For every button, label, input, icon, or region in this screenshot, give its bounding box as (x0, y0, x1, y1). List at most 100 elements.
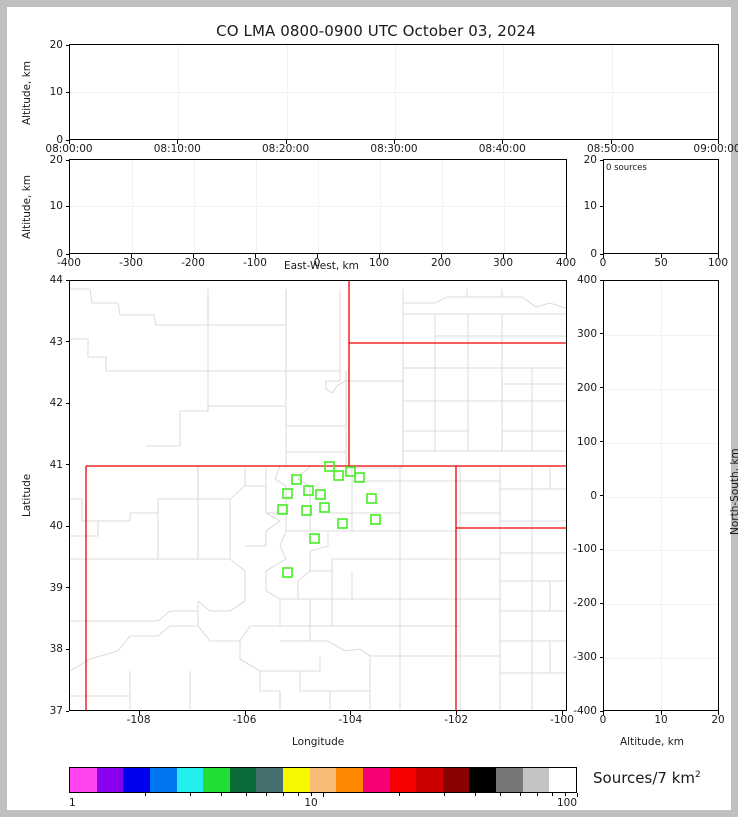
colorbar-segment (469, 768, 496, 792)
colorbar-segment (256, 768, 283, 792)
tick-label: 20 (49, 154, 63, 166)
tick-label: 20 (711, 714, 725, 726)
tick-label: 08:00:00 (45, 143, 93, 155)
sources-colorbar[interactable] (69, 767, 577, 793)
colorbar-segment (522, 768, 550, 792)
time-height-panel[interactable] (69, 44, 719, 140)
colorbar-segment (70, 768, 97, 792)
colorbar-tick (322, 793, 324, 797)
east-west-height-panel[interactable] (69, 159, 567, 254)
colorbar-segment (283, 768, 310, 792)
tick-label: 37 (49, 705, 63, 717)
tick-label: -200 (573, 597, 597, 609)
tick-label: 400 (576, 274, 597, 286)
tick-label: 300 (492, 257, 514, 269)
colorbar-segment (389, 768, 417, 792)
tick-label: 0 (56, 248, 63, 260)
tick-label: -100 (550, 714, 574, 726)
page-title: CO LMA 0800-0900 UTC October 03, 2024 (216, 22, 536, 40)
axis-label-longitude: Longitude (292, 736, 345, 748)
colorbar-tick (283, 793, 285, 796)
colorbar-segment (416, 768, 443, 792)
tick-label: -300 (119, 257, 143, 269)
axis-label-latitude: Latitude (21, 473, 33, 517)
tick-label: -200 (181, 257, 205, 269)
tick-label: 400 (555, 257, 577, 269)
tick-label: 0 (313, 257, 321, 269)
tick-label: 39 (49, 582, 63, 594)
tick-label: 42 (49, 397, 63, 409)
north-south-height-panel[interactable] (603, 280, 719, 711)
tick-label: -108 (126, 714, 151, 726)
axis-label-altitude-bottom: Altitude, km (620, 736, 685, 748)
tick-label: 20 (583, 154, 597, 166)
colorbar-tick-label: 1 (69, 797, 76, 809)
tick-label: 40 (49, 520, 63, 532)
colorbar-tick (246, 793, 248, 796)
axis-label-altitude: Altitude, km (21, 60, 33, 125)
tick-label: 300 (576, 328, 597, 340)
colorbar-segment (123, 768, 150, 792)
colorbar-tick (551, 793, 553, 796)
colorbar-tick (443, 793, 445, 796)
tick-label: 0 (599, 257, 607, 269)
colorbar-tick (475, 793, 477, 796)
tick-label: 0 (56, 134, 63, 146)
axis-label-altitude: Altitude, km (21, 174, 33, 239)
tick-label: 41 (49, 459, 63, 471)
colorbar-segment (96, 768, 124, 792)
tick-label: -104 (338, 714, 363, 726)
tick-label: 0 (599, 714, 607, 726)
lma-source-markers (277, 461, 381, 578)
colorbar-tick (297, 793, 299, 796)
tick-label: 10 (583, 200, 597, 212)
colorbar-segment (442, 768, 470, 792)
tick-label: 50 (654, 257, 668, 269)
tick-label: 100 (707, 257, 729, 269)
colorbar-tick (537, 793, 539, 796)
tick-label: 200 (576, 382, 597, 394)
colorbar-segment (309, 768, 337, 792)
tick-label: 100 (368, 257, 390, 269)
tick-label: 09:00:00 (693, 143, 738, 155)
tick-label: -400 (57, 257, 81, 269)
tick-label: -300 (573, 651, 597, 663)
colorbar-segment (229, 768, 257, 792)
tick-label: 20 (49, 39, 63, 51)
tick-label: 0 (590, 490, 597, 502)
map-graphic (70, 281, 566, 710)
colorbar-tick-label: 10 (304, 797, 318, 809)
colorbar-tick (564, 793, 566, 796)
tick-label: 08:20:00 (262, 143, 310, 155)
tick-label: 200 (430, 257, 452, 269)
tick-label: -106 (232, 714, 257, 726)
colorbar-segment (496, 768, 523, 792)
source-count-annotation: 0 sources (606, 163, 647, 173)
colorbar-tick (221, 793, 223, 796)
colorbar-title-exponent: 2 (695, 770, 701, 780)
tick-label: 08:40:00 (478, 143, 526, 155)
plan-view-map-panel[interactable] (69, 280, 567, 711)
tick-label: 08:10:00 (153, 143, 201, 155)
colorbar-segment (149, 768, 177, 792)
altitude-histogram-panel[interactable]: 0 sources (603, 159, 719, 254)
tick-label: 10 (654, 714, 668, 726)
tick-label: -102 (444, 714, 469, 726)
axis-label-east-west: East-West, km (284, 260, 359, 272)
colorbar-segment (362, 768, 390, 792)
tick-label: -100 (243, 257, 267, 269)
tick-label: 100 (576, 436, 597, 448)
tick-label: 08:50:00 (587, 143, 635, 155)
colorbar-segment (203, 768, 230, 792)
colorbar-segment (336, 768, 363, 792)
tick-label: -100 (573, 543, 597, 555)
tick-label: 44 (49, 274, 63, 286)
tick-label: 10 (49, 86, 63, 98)
tick-label: 38 (49, 643, 63, 655)
colorbar-segment (176, 768, 204, 792)
colorbar-tick (500, 793, 502, 796)
tick-label: 0 (590, 248, 597, 260)
tick-label: 08:30:00 (370, 143, 418, 155)
tick-label: -400 (573, 705, 597, 717)
colorbar-tick (144, 793, 146, 796)
